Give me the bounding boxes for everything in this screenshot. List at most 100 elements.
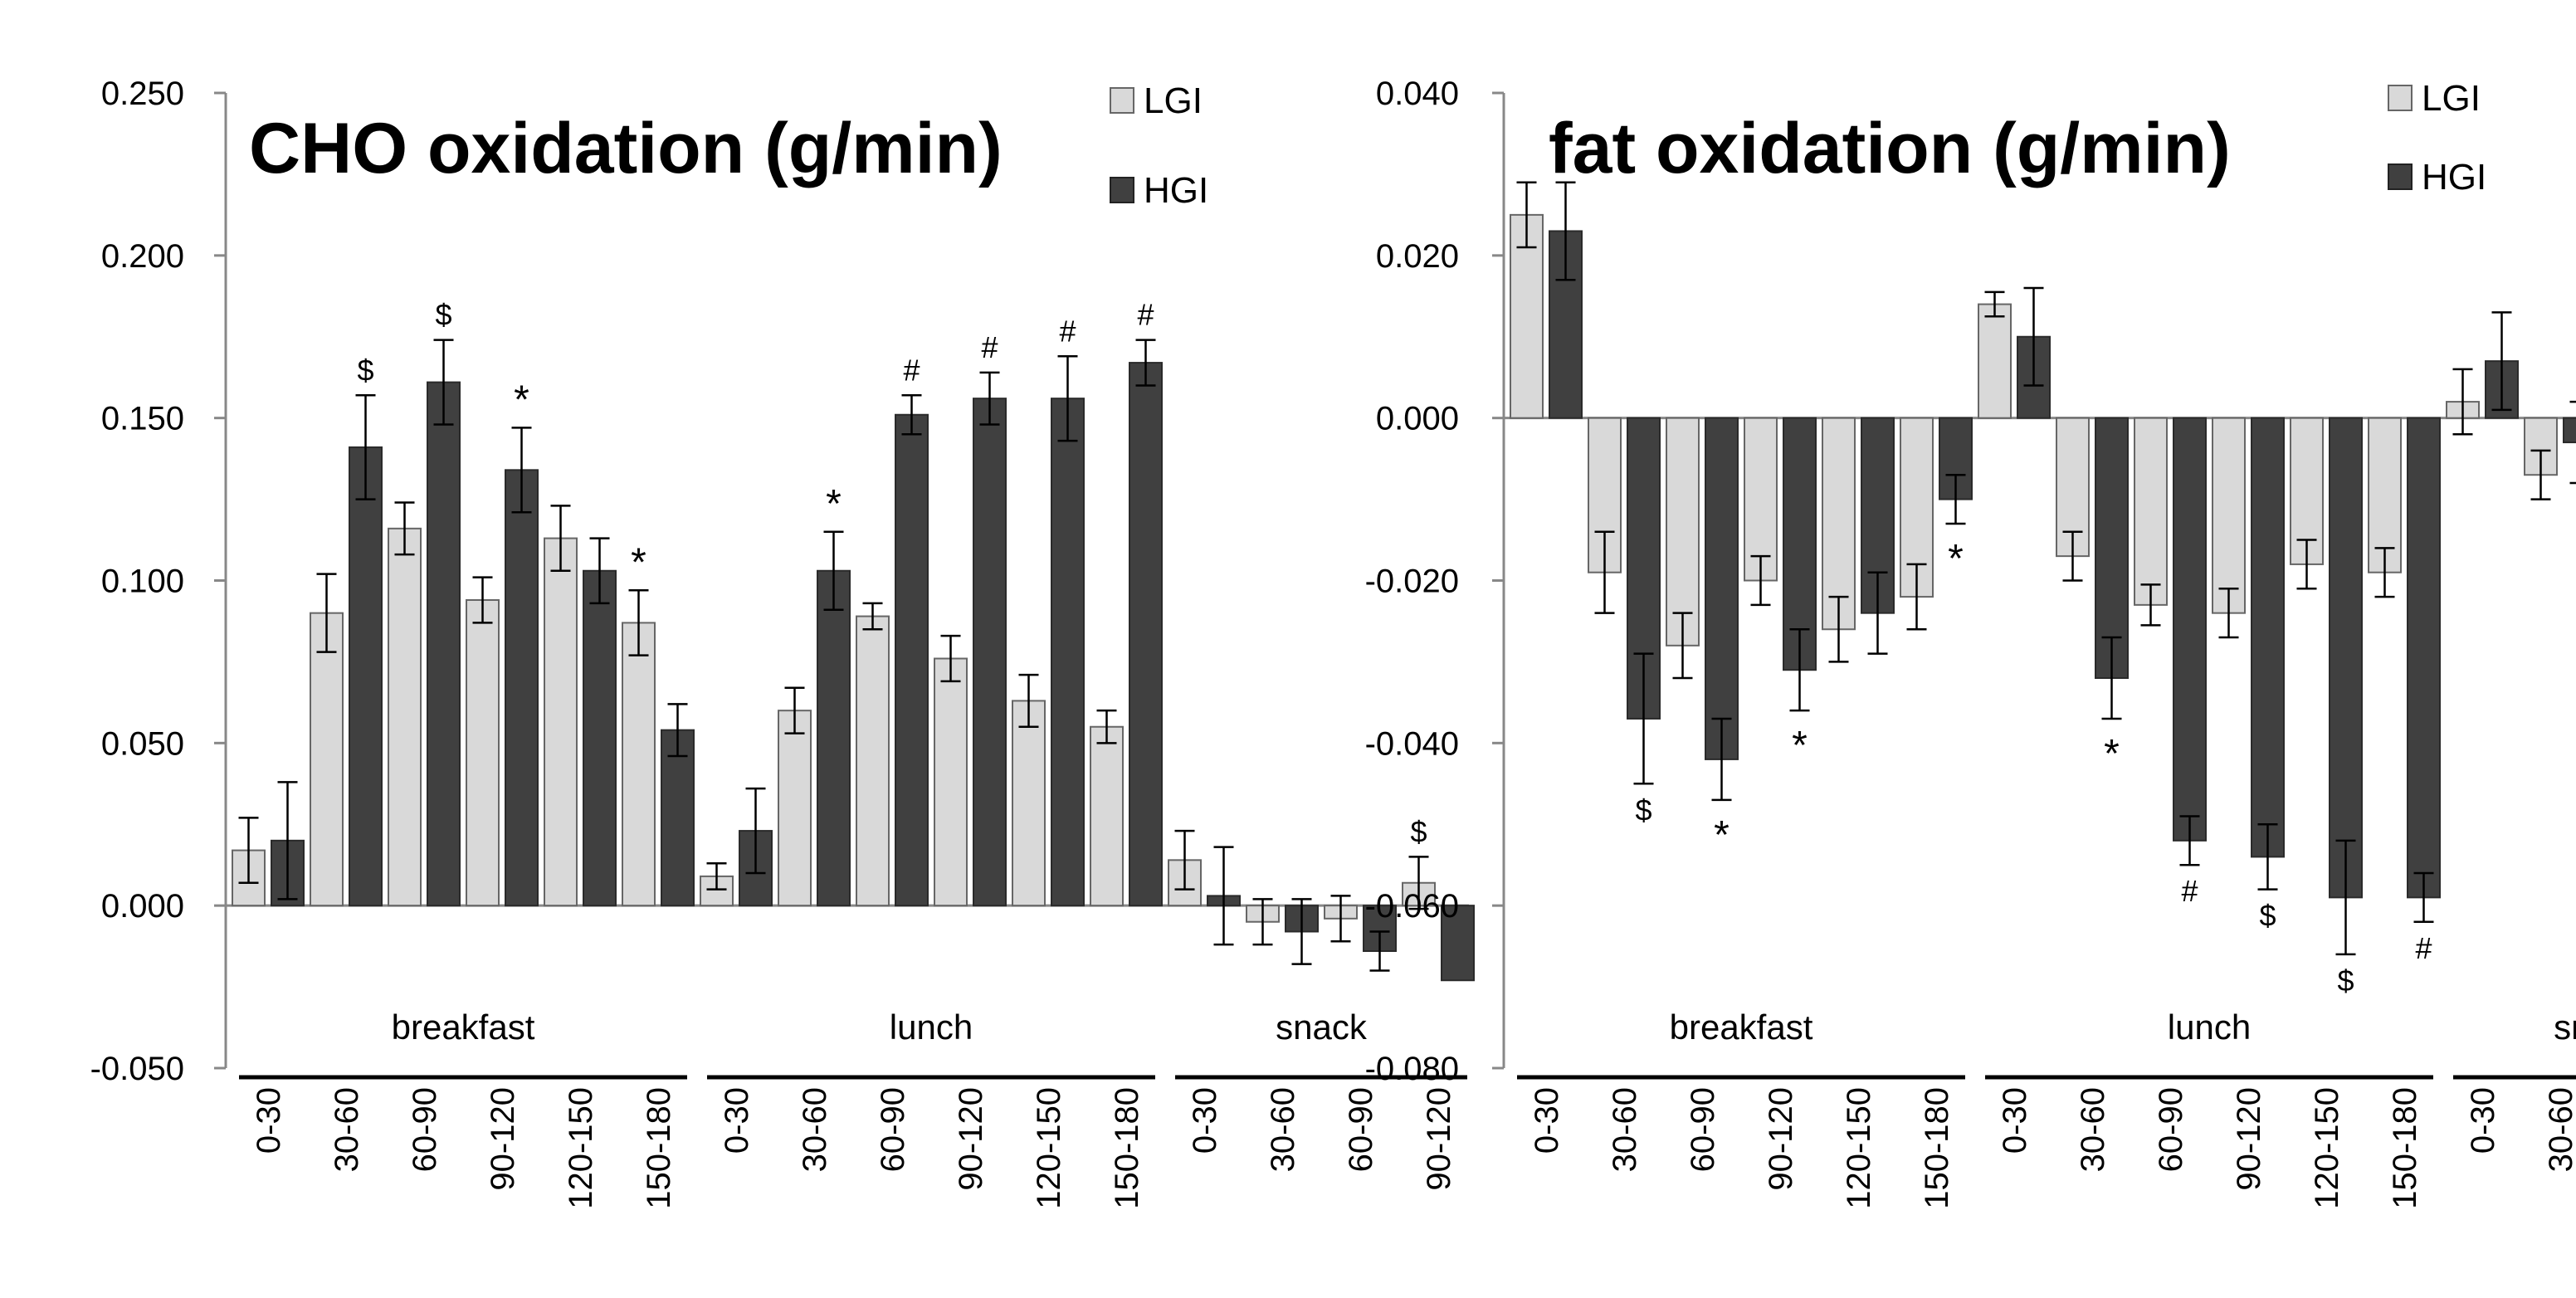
y-tick-label: 0.250 xyxy=(101,76,184,112)
x-tick-label: 30-60 xyxy=(2543,1087,2576,1172)
x-tick-label: 0-30 xyxy=(1997,1087,2033,1154)
bar-hgi xyxy=(817,569,851,907)
x-tick-label: 0-30 xyxy=(1529,1087,1565,1154)
significance-marker: # xyxy=(1137,298,1154,332)
bar-lgi xyxy=(622,622,656,907)
x-tick-label: 0-30 xyxy=(251,1087,287,1154)
y-tick-label: -0.050 xyxy=(90,1051,184,1087)
x-tick-label: 120-150 xyxy=(1841,1087,1877,1209)
significance-marker: $ xyxy=(435,298,451,332)
significance-marker: # xyxy=(2181,874,2198,908)
bar-lgi xyxy=(2290,417,2324,565)
x-tick-label: 90-120 xyxy=(1421,1087,1457,1191)
chart-1: -0.050 0.000 0.050 0.100 0.150 0.200 0.250 * $ $ $… xyxy=(90,76,1475,1209)
bar-lgi xyxy=(1666,417,1700,647)
bar-hgi xyxy=(895,413,929,907)
y-tick-label: -0.080 xyxy=(1365,1051,1459,1087)
significance-marker: $ xyxy=(357,353,373,387)
significance-marker: * xyxy=(631,540,646,584)
significance-marker: * xyxy=(2104,732,2120,776)
bar-hgi xyxy=(661,729,695,907)
legend-swatch-hgi xyxy=(1110,177,1134,203)
bar-hgi xyxy=(1129,362,1163,907)
y-tick-label: -0.060 xyxy=(1365,888,1459,925)
significance-marker: $ xyxy=(2259,899,2276,933)
legend-swatch-hgi xyxy=(2388,163,2413,190)
bar-hgi xyxy=(2407,417,2441,899)
bar-lgi xyxy=(934,657,968,907)
chart-2: -0.080 -0.060 -0.040 -0.020 0.000 0.020 0.040 $… xyxy=(1365,76,2576,1209)
x-tick-label: 0-30 xyxy=(2465,1087,2501,1154)
significance-marker: * xyxy=(1714,813,1730,857)
bar-lgi xyxy=(1744,417,1778,582)
x-tick-label: 0-30 xyxy=(1187,1087,1223,1154)
legend-label-hgi: HGI xyxy=(1144,170,1208,211)
bar-hgi xyxy=(2095,417,2129,679)
y-tick-label: 0.000 xyxy=(101,888,184,925)
bar-hgi xyxy=(349,446,383,907)
x-tick-label: 30-60 xyxy=(1607,1087,1643,1172)
group-label: lunch xyxy=(890,1008,973,1047)
bar-hgi xyxy=(2329,417,2363,899)
group-label: breakfast xyxy=(392,1008,535,1047)
group-label: lunch xyxy=(2168,1008,2251,1047)
bar-lgi xyxy=(2212,417,2246,614)
y-tick-label: 0.040 xyxy=(1376,76,1459,112)
x-tick-label: 60-90 xyxy=(2153,1087,2189,1172)
x-tick-label: 150-180 xyxy=(2387,1087,2423,1209)
bar-hgi xyxy=(1051,398,1085,907)
bar-hgi xyxy=(505,469,539,907)
significance-marker: * xyxy=(514,378,529,422)
chart-title: CHO oxidation (g/min) xyxy=(249,109,1003,188)
group-label: snack xyxy=(2554,1008,2576,1047)
legend-swatch-lgi xyxy=(1110,87,1134,114)
x-tick-label: 90-120 xyxy=(485,1087,521,1191)
legend-swatch-lgi xyxy=(2388,85,2413,111)
x-tick-label: 150-180 xyxy=(641,1087,677,1209)
significance-marker: $ xyxy=(1635,793,1651,827)
x-tick-label: 150-180 xyxy=(1109,1087,1145,1209)
chart-title: fat oxidation (g/min) xyxy=(1549,109,2231,188)
x-tick-label: 30-60 xyxy=(1265,1087,1301,1172)
bar-lgi xyxy=(1510,213,1544,419)
x-tick-label: 60-90 xyxy=(1685,1087,1721,1172)
x-tick-label: 150-180 xyxy=(1919,1087,1955,1209)
significance-marker: $ xyxy=(2337,964,2354,998)
bar-hgi xyxy=(427,381,461,907)
bar-lgi xyxy=(310,612,344,907)
x-tick-label: 60-90 xyxy=(1343,1087,1379,1172)
x-tick-label: 60-90 xyxy=(875,1087,911,1172)
x-tick-label: 30-60 xyxy=(797,1087,833,1172)
bar-hgi xyxy=(583,569,617,907)
significance-marker: * xyxy=(1948,537,1964,581)
group-label: breakfast xyxy=(1670,1008,1813,1047)
legend-label-hgi: HGI xyxy=(2422,157,2486,198)
significance-marker: # xyxy=(903,353,920,387)
y-tick-label: 0.000 xyxy=(1376,401,1459,437)
bar-lgi xyxy=(1978,303,2012,419)
x-tick-label: 90-120 xyxy=(1763,1087,1799,1191)
y-tick-label: 0.020 xyxy=(1376,238,1459,275)
x-tick-label: 0-30 xyxy=(719,1087,755,1154)
y-tick-label: 0.050 xyxy=(101,725,184,762)
bar-lgi xyxy=(2134,417,2168,606)
legend-label-lgi: LGI xyxy=(1144,81,1203,121)
legend-label-lgi: LGI xyxy=(2422,78,2481,119)
significance-marker: # xyxy=(1059,314,1076,348)
bar-hgi xyxy=(2563,417,2576,444)
x-tick-label: 60-90 xyxy=(407,1087,443,1172)
significance-marker: # xyxy=(2415,931,2432,965)
y-tick-label: 0.200 xyxy=(101,238,184,275)
group-label: snack xyxy=(1276,1008,1368,1047)
bar-lgi xyxy=(466,599,500,907)
bar-lgi xyxy=(856,615,890,907)
x-tick-label: 90-120 xyxy=(2231,1087,2267,1191)
bar-lgi xyxy=(544,537,578,907)
x-tick-label: 90-120 xyxy=(953,1087,989,1191)
x-tick-label: 120-150 xyxy=(1031,1087,1067,1209)
x-tick-label: 30-60 xyxy=(329,1087,365,1172)
bar-hgi xyxy=(973,398,1007,907)
significance-marker: * xyxy=(1792,724,1808,768)
bar-lgi xyxy=(1822,417,1856,631)
